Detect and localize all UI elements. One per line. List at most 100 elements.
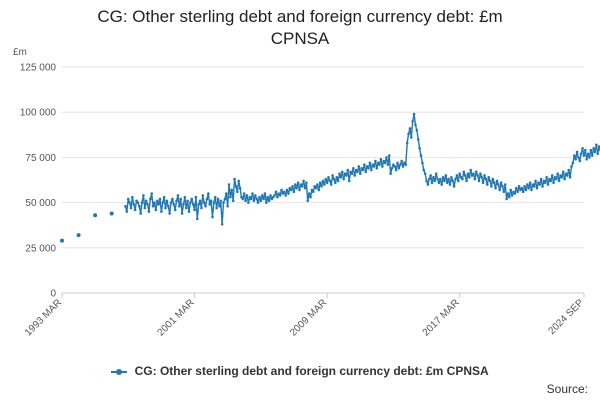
- data-point: [193, 208, 196, 212]
- data-point: [582, 154, 586, 157]
- data-point: [592, 147, 595, 150]
- data-point: [298, 188, 301, 192]
- data-point: [513, 192, 517, 195]
- data-point: [595, 143, 598, 147]
- data-point: [338, 172, 341, 175]
- data-point: [320, 185, 323, 188]
- data-point: [252, 199, 256, 203]
- data-point: [445, 181, 449, 185]
- legend[interactable]: CG: Other sterling debt and foreign curr…: [0, 364, 600, 378]
- data-point: [497, 183, 500, 186]
- data-point: [462, 170, 466, 174]
- data-point: [465, 179, 468, 183]
- data-point: [126, 197, 130, 201]
- data-point: [251, 192, 254, 195]
- data-point: [531, 183, 535, 186]
- data-point: [255, 197, 258, 201]
- data-point: [280, 188, 283, 192]
- data-point: [560, 175, 564, 179]
- data-point: [169, 201, 173, 204]
- data-point: [543, 181, 547, 185]
- data-point: [144, 199, 148, 203]
- data-point: [201, 194, 205, 197]
- data-point: [419, 154, 423, 157]
- data-point: [253, 194, 257, 197]
- data-point: [468, 175, 471, 179]
- data-point: [394, 168, 398, 172]
- data-point: [450, 175, 453, 179]
- data-point: [509, 188, 513, 192]
- data-point: [135, 199, 138, 203]
- data-point: [422, 168, 426, 172]
- data-point: [411, 119, 415, 123]
- data-point: [456, 179, 460, 183]
- data-point: [292, 190, 296, 194]
- data-point: [555, 177, 558, 181]
- data-point: [405, 141, 409, 145]
- data-point: [527, 186, 531, 190]
- data-point: [566, 174, 569, 177]
- data-point: [139, 212, 142, 215]
- data-point: [383, 161, 387, 165]
- data-point: [311, 190, 315, 194]
- data-point: [346, 168, 350, 172]
- data-point: [146, 203, 149, 206]
- data-point: [137, 204, 141, 208]
- data-point: [517, 185, 521, 188]
- data-point: [285, 188, 289, 192]
- data-point: [198, 199, 202, 203]
- data-point: [574, 157, 577, 161]
- data-point: [429, 174, 432, 177]
- data-point: [559, 174, 562, 177]
- data-point: [528, 181, 532, 185]
- data-point: [376, 161, 380, 165]
- data-point: [470, 174, 474, 177]
- data-point: [436, 177, 439, 181]
- data-point: [166, 204, 170, 208]
- data-point: [178, 204, 181, 208]
- data-point: [316, 183, 319, 186]
- data-point: [303, 186, 307, 190]
- data-point: [474, 170, 478, 174]
- data-point: [563, 177, 566, 181]
- data-point: [557, 179, 561, 183]
- data-point: [520, 186, 524, 190]
- data-point: [437, 181, 441, 185]
- data-point: [265, 201, 268, 204]
- data-point: [416, 138, 420, 141]
- data-point: [186, 199, 189, 203]
- data-point: [545, 175, 548, 179]
- y-tick-label: 50 000: [25, 198, 56, 209]
- data-point: [480, 175, 484, 179]
- data-point: [197, 203, 200, 206]
- data-point: [502, 190, 506, 194]
- data-point: [541, 185, 544, 188]
- data-point: [498, 188, 502, 192]
- data-point: [381, 165, 384, 168]
- data-point: [521, 190, 525, 194]
- data-point: [476, 174, 479, 177]
- series-group: [60, 112, 600, 243]
- data-point: [187, 210, 191, 213]
- data-point: [241, 197, 245, 201]
- data-point: [213, 195, 217, 199]
- data-point: [184, 206, 188, 210]
- data-point: [309, 195, 312, 199]
- data-point: [443, 179, 446, 183]
- data-point: [296, 181, 300, 185]
- data-point: [593, 150, 597, 154]
- data-point: [236, 190, 239, 194]
- data-point: [532, 185, 536, 188]
- data-point: [597, 145, 600, 148]
- data-point: [231, 199, 235, 203]
- data-point: [421, 161, 424, 165]
- data-point: [487, 175, 490, 179]
- source-label: Source:: [546, 382, 588, 396]
- chart-title-line-1: CG: Other sterling debt and foreign curr…: [97, 7, 503, 26]
- data-point: [339, 175, 343, 179]
- data-point: [76, 233, 81, 238]
- data-point: [220, 223, 224, 226]
- chart-title-line-2: CPNSA: [270, 29, 330, 48]
- data-point: [269, 194, 272, 197]
- data-point: [332, 177, 336, 181]
